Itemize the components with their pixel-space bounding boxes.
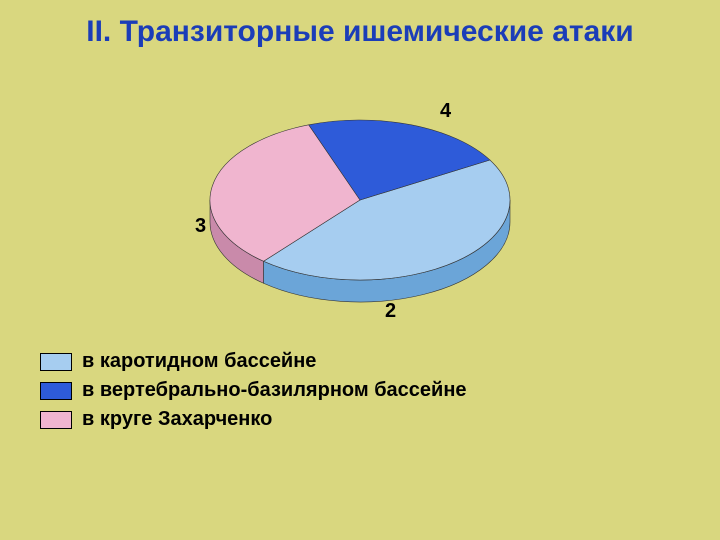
- pie-slice-label: 2: [385, 300, 396, 323]
- pie-chart: [0, 50, 720, 350]
- legend-label: в круге Захарченко: [82, 408, 272, 431]
- pie-slice-label: 3: [195, 215, 206, 238]
- chart-title: II. Транзиторные ишемические атаки: [0, 0, 720, 50]
- legend-swatch: [40, 353, 72, 371]
- legend-swatch: [40, 382, 72, 400]
- legend: в каротидном бассейне в вертебрально-бази…: [40, 350, 720, 431]
- pie-chart-area: 4 3 2: [0, 50, 720, 350]
- legend-label: в вертебрально-базилярном бассейне: [82, 379, 467, 402]
- legend-label: в каротидном бассейне: [82, 350, 316, 373]
- legend-item: в каротидном бассейне: [40, 350, 720, 373]
- legend-item: в круге Захарченко: [40, 408, 720, 431]
- legend-swatch: [40, 411, 72, 429]
- legend-item: в вертебрально-базилярном бассейне: [40, 379, 720, 402]
- pie-slice-label: 4: [440, 100, 451, 123]
